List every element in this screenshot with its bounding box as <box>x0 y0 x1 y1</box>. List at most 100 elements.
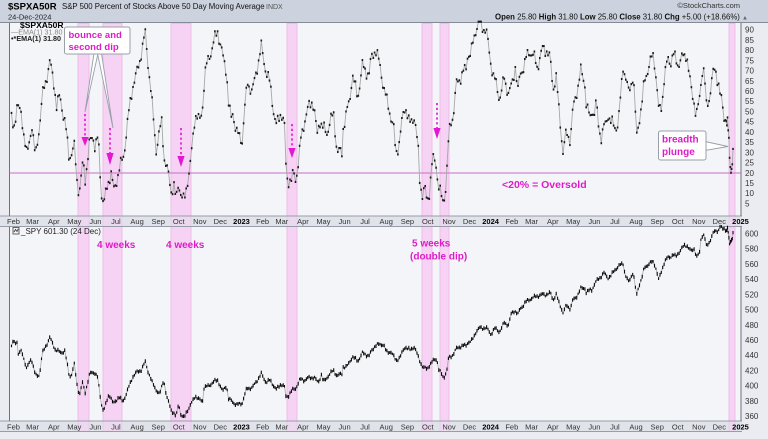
svg-text:bounce and: bounce and <box>69 30 123 41</box>
svg-text:Mar: Mar <box>26 423 39 432</box>
svg-text:2024: 2024 <box>482 423 500 432</box>
svg-text:Feb: Feb <box>256 217 269 226</box>
svg-text:breadth: breadth <box>662 135 699 146</box>
svg-text:Nov: Nov <box>442 423 456 432</box>
svg-text:45: 45 <box>745 118 754 127</box>
svg-text:May: May <box>316 217 330 226</box>
svg-text:600: 600 <box>745 230 759 239</box>
svg-text:400: 400 <box>745 382 759 391</box>
svg-text:_SPY 601.30 (24 Dec): _SPY 601.30 (24 Dec) <box>20 227 101 236</box>
svg-text:Sep: Sep <box>152 423 165 432</box>
svg-text:Aug: Aug <box>130 423 143 432</box>
svg-text:580: 580 <box>745 245 759 254</box>
svg-text:Dec: Dec <box>713 423 727 432</box>
svg-text:Apr: Apr <box>547 423 559 432</box>
svg-text:Jun: Jun <box>588 423 600 432</box>
svg-text:Feb: Feb <box>7 217 20 226</box>
svg-text:Dec: Dec <box>214 423 228 432</box>
svg-text:480: 480 <box>745 321 759 330</box>
svg-text:Jul: Jul <box>610 217 620 226</box>
svg-text:2023: 2023 <box>233 423 250 432</box>
svg-text:Apr: Apr <box>297 217 309 226</box>
svg-text:<20% = Oversold: <20% = Oversold <box>502 179 587 191</box>
svg-text:Aug: Aug <box>380 217 393 226</box>
svg-text:Mar: Mar <box>275 423 288 432</box>
svg-text:35: 35 <box>745 138 754 147</box>
svg-text:Jul: Jul <box>610 423 620 432</box>
svg-text:4 weeks: 4 weeks <box>166 240 205 251</box>
svg-text:Sep: Sep <box>651 217 664 226</box>
svg-text:INDX: INDX <box>266 4 283 11</box>
svg-text:Dec: Dec <box>463 217 477 226</box>
svg-text:4 weeks: 4 weeks <box>97 240 136 251</box>
svg-text:Jul: Jul <box>111 423 121 432</box>
svg-text:2025: 2025 <box>732 423 749 432</box>
svg-text:Sep: Sep <box>401 423 414 432</box>
svg-text:Jun: Jun <box>339 217 351 226</box>
svg-text:24-Dec-2024: 24-Dec-2024 <box>8 13 51 22</box>
svg-text:plunge: plunge <box>662 147 695 158</box>
svg-text:20: 20 <box>745 169 754 178</box>
svg-text:75: 75 <box>745 56 754 65</box>
svg-text:360: 360 <box>745 412 759 421</box>
svg-text:Jun: Jun <box>89 423 101 432</box>
svg-text:5: 5 <box>745 200 750 209</box>
svg-text:560: 560 <box>745 260 759 269</box>
svg-text:$SPXA50R: $SPXA50R <box>20 20 63 30</box>
svg-text:May: May <box>566 423 580 432</box>
svg-text:420: 420 <box>745 366 759 375</box>
svg-text:Nov: Nov <box>193 423 207 432</box>
svg-text:70: 70 <box>745 67 754 76</box>
svg-text:Mar: Mar <box>275 217 288 226</box>
svg-text:Aug: Aug <box>380 423 393 432</box>
svg-text:520: 520 <box>745 290 759 299</box>
svg-text:Oct: Oct <box>173 217 186 226</box>
svg-text:Feb: Feb <box>256 423 269 432</box>
svg-text:2024: 2024 <box>482 217 500 226</box>
svg-text:Aug: Aug <box>629 423 642 432</box>
svg-text:Mar: Mar <box>525 217 538 226</box>
svg-text:10: 10 <box>745 189 754 198</box>
svg-text:55: 55 <box>745 97 754 106</box>
svg-text:25: 25 <box>745 159 754 168</box>
svg-text:Sep: Sep <box>152 217 165 226</box>
svg-text:May: May <box>67 423 81 432</box>
svg-text:Dec: Dec <box>713 217 727 226</box>
svg-text:380: 380 <box>745 397 759 406</box>
svg-text:Apr: Apr <box>297 423 309 432</box>
svg-text:Aug: Aug <box>629 217 642 226</box>
svg-text:Sep: Sep <box>651 423 664 432</box>
svg-text:Nov: Nov <box>692 423 706 432</box>
svg-text:80: 80 <box>745 46 754 55</box>
svg-text:90: 90 <box>745 26 754 35</box>
svg-text:Jun: Jun <box>339 423 351 432</box>
svg-text:2023: 2023 <box>233 217 250 226</box>
svg-text:—EMA(1) 31.80: —EMA(1) 31.80 <box>11 28 63 37</box>
svg-text:Feb: Feb <box>7 423 20 432</box>
svg-text:Apr: Apr <box>48 217 60 226</box>
svg-text:540: 540 <box>745 275 759 284</box>
svg-text:Oct: Oct <box>672 423 685 432</box>
svg-text:60: 60 <box>745 87 754 96</box>
svg-text:Jul: Jul <box>360 423 370 432</box>
svg-text:S&P 500 Percent of Stocks Abov: S&P 500 Percent of Stocks Above 50 Day M… <box>62 2 265 11</box>
svg-text:30: 30 <box>745 148 754 157</box>
svg-text:Feb: Feb <box>505 217 518 226</box>
svg-text:Jun: Jun <box>89 217 101 226</box>
svg-text:Oct: Oct <box>422 423 435 432</box>
svg-text:Nov: Nov <box>193 217 207 226</box>
svg-text:85: 85 <box>745 36 754 45</box>
svg-text:40: 40 <box>745 128 754 137</box>
svg-text:500: 500 <box>745 306 759 315</box>
svg-text:Nov: Nov <box>692 217 706 226</box>
svg-text:•*EMA(1) 31.80: •*EMA(1) 31.80 <box>11 34 61 43</box>
svg-text:Jun: Jun <box>588 217 600 226</box>
svg-text:Dec: Dec <box>463 423 477 432</box>
svg-text:Sep: Sep <box>401 217 414 226</box>
svg-text:Jul: Jul <box>360 217 370 226</box>
svg-text:Apr: Apr <box>547 217 559 226</box>
svg-text:May: May <box>67 217 81 226</box>
svg-text:May: May <box>566 217 580 226</box>
svg-text:Aug: Aug <box>130 217 143 226</box>
svg-text:second dip: second dip <box>69 42 119 53</box>
